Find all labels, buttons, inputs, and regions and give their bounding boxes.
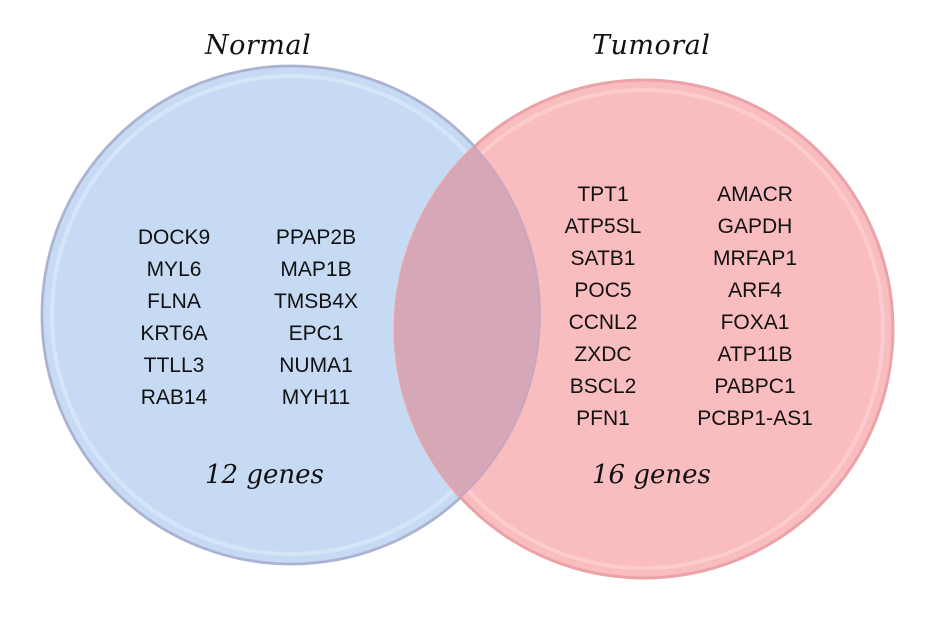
gene-label: ATP5SL [564, 215, 642, 238]
normal-set-outline-over-overlap [41, 65, 541, 565]
gene-label: EPC1 [288, 322, 344, 345]
tumoral-gene-list-right: AMACR GAPDH MRFAP1 ARF4 FOXA1 ATP11B PAB… [680, 179, 830, 435]
gene-label: FLNA [147, 290, 201, 313]
normal-gene-list-right: PPAP2B MAP1B TMSB4X EPC1 NUMA1 MYH11 [241, 222, 391, 414]
gene-label: KRT6A [140, 322, 208, 345]
gene-label: PCBP1-AS1 [697, 407, 813, 430]
gene-label: TTLL3 [143, 354, 205, 377]
gene-label: MYH11 [281, 386, 351, 409]
tumoral-gene-list-left: TPT1 ATP5SL SATB1 POC5 CCNL2 ZXDC BSCL2 … [528, 179, 678, 435]
gene-label: MRFAP1 [712, 247, 798, 270]
gene-label: GAPDH [717, 215, 793, 238]
gene-label: MAP1B [280, 258, 352, 281]
gene-label: ATP11B [717, 343, 793, 366]
gene-label: PFN1 [576, 407, 630, 430]
gene-label: PPAP2B [275, 226, 357, 249]
gene-label: TPT1 [577, 183, 629, 206]
gene-label: POC5 [574, 279, 632, 302]
gene-label: AMACR [717, 183, 793, 206]
tumoral-gene-count: 16 genes [592, 460, 711, 490]
normal-gene-list-left: DOCK9 MYL6 FLNA KRT6A TTLL3 RAB14 [99, 222, 249, 414]
gene-label: TMSB4X [273, 290, 359, 313]
gene-label: SATB1 [570, 247, 636, 270]
gene-label: PABPC1 [714, 375, 796, 398]
gene-label: CCNL2 [568, 311, 638, 334]
gene-label: BSCL2 [569, 375, 637, 398]
gene-label: FOXA1 [720, 311, 790, 334]
normal-gene-count: 12 genes [205, 460, 324, 490]
gene-label: ZXDC [574, 343, 632, 366]
gene-label: NUMA1 [279, 354, 353, 377]
gene-label: MYL6 [146, 258, 202, 281]
tumoral-set-title: Tumoral [592, 30, 711, 61]
gene-label: ARF4 [728, 279, 782, 302]
gene-label: RAB14 [140, 386, 208, 409]
gene-label: DOCK9 [137, 226, 211, 249]
normal-set-title: Normal [205, 30, 312, 61]
